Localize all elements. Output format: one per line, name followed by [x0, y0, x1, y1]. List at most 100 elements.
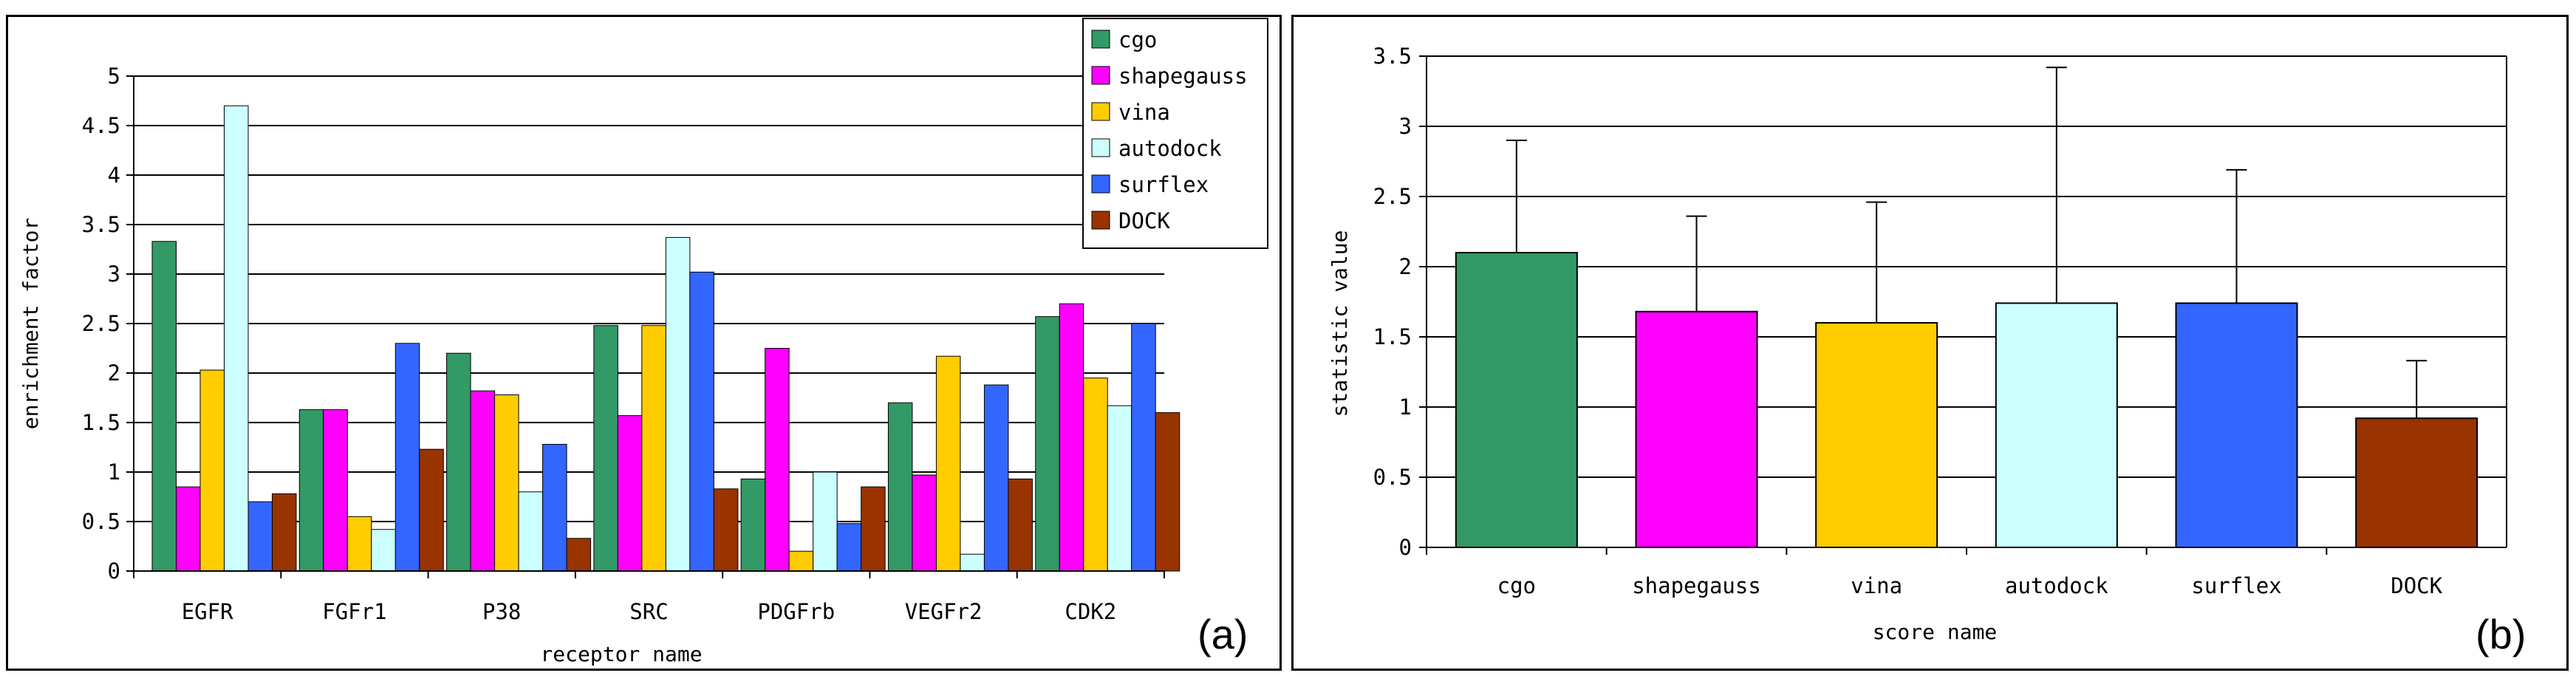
panel-label-a: (a) [1198, 611, 1248, 657]
bar-pdgfrb-vina [788, 550, 814, 572]
legend-box [1082, 18, 1268, 249]
y-tick-label: 3.5 [1373, 44, 1412, 69]
bar-vina [1815, 322, 1938, 548]
chart-panel-a: 0 0.5 1 1.5 2 2.5 3 3.5 4 4.5 5 EGFR FGFr1 P38 SRC PDG… [6, 15, 1282, 671]
y-tick-label: 0 [1399, 535, 1412, 560]
bar-p38-autodock [518, 491, 544, 572]
y-tick-label: 3 [108, 262, 120, 287]
category-label: shapegauss [1632, 573, 1761, 598]
y-axis-label: statistic value [1328, 230, 1352, 417]
panel-label-b: (b) [2476, 611, 2526, 657]
bar-fgfr1-vina [346, 516, 372, 572]
bar-cdk2-autodock [1107, 405, 1132, 572]
legend-swatch-vina [1091, 102, 1110, 121]
legend-label-autodock: autodock [1118, 136, 1222, 161]
bar-p38-surflex [542, 443, 567, 572]
legend-label-surflex: surflex [1118, 172, 1209, 197]
category-label: CDK2 [1065, 599, 1116, 624]
bar-egfr-shapegauss [176, 486, 201, 572]
legend-swatch-cgo [1091, 30, 1110, 49]
y-tick-label: 5 [108, 64, 120, 89]
category-label: surflex [2191, 573, 2281, 598]
bar-cgo [1455, 252, 1578, 548]
bar-egfr-vina [199, 369, 225, 572]
category-label: P38 [482, 599, 521, 624]
bar-vegfr2-autodock [960, 553, 985, 572]
y-tick-label: 3.5 [82, 212, 120, 237]
bar-p38-vina [494, 394, 519, 572]
legend-label-cgo: cgo [1118, 27, 1157, 52]
bar-src-shapegauss [617, 415, 643, 572]
bar-p38-cgo [446, 352, 471, 572]
bar-pdgfrb-cgo [740, 478, 766, 572]
bar-vegfr2-cgo [887, 402, 913, 572]
category-label: vina [1851, 573, 1902, 598]
y-tick-label: 2.5 [82, 311, 120, 336]
category-label: EGFR [182, 599, 233, 624]
bar-egfr-dock [272, 493, 297, 572]
legend-swatch-autodock [1091, 138, 1110, 157]
bar-fgfr1-dock [419, 448, 444, 572]
bar-cdk2-vina [1083, 377, 1108, 572]
y-tick-label: 1.5 [82, 410, 120, 435]
bar-p38-shapegauss [470, 390, 496, 572]
y-tick-label: 4.5 [82, 113, 120, 138]
bar-surflex [2175, 302, 2298, 548]
y-tick-label: 3 [1399, 114, 1412, 139]
bar-pdgfrb-shapegauss [765, 348, 790, 572]
statistic-value-chart: 0 0.5 1 1.5 2 2.5 3 3.5 cgo shapegauss vina autodo… [1328, 44, 2526, 657]
x-axis-label: score name [1873, 620, 1998, 644]
bar-src-vina [641, 325, 666, 572]
y-tick-label: 2 [108, 360, 120, 386]
bar-src-autodock [665, 236, 691, 572]
bar-fgfr1-autodock [371, 529, 396, 572]
bar-dock [2355, 417, 2478, 549]
bar-vegfr2-dock [1008, 478, 1033, 572]
legend-label-shapegauss: shapegauss [1118, 64, 1248, 89]
legend-swatch-dock [1091, 211, 1110, 230]
bar-cdk2-cgo [1035, 316, 1060, 572]
y-tick-label: 2.5 [1373, 184, 1412, 209]
bar-vegfr2-surflex [983, 384, 1009, 572]
legend: cgo shapegauss vina autodock surflex DOCK [1082, 18, 1268, 249]
category-label: SRC [629, 599, 668, 624]
bar-src-cgo [593, 325, 618, 572]
category-label: PDGFrb [757, 599, 835, 624]
bar-autodock [1995, 302, 2118, 548]
bar-pdgfrb-surflex [836, 523, 862, 572]
category-label: cgo [1497, 573, 1536, 598]
y-tick-label: 0.5 [82, 509, 120, 534]
bar-egfr-cgo [151, 241, 177, 572]
bar-fgfr1-shapegauss [323, 409, 348, 572]
y-tick-label: 0 [108, 558, 120, 584]
bar-egfr-autodock [224, 105, 249, 572]
bar-pdgfrb-autodock [813, 471, 838, 572]
category-label: FGFr1 [322, 599, 386, 624]
category-label: VEGFr2 [905, 599, 983, 624]
bar-p38-dock [566, 538, 592, 572]
y-tick-label: 1 [108, 459, 120, 485]
bar-vegfr2-vina [935, 355, 961, 572]
bar-pdgfrb-dock [861, 486, 886, 572]
bar-cdk2-shapegauss [1059, 303, 1084, 572]
chart-panel-b: 0 0.5 1 1.5 2 2.5 3 3.5 cgo shapegauss vina autodo… [1291, 15, 2569, 671]
y-tick-label: 2 [1399, 254, 1412, 279]
enrichment-factor-chart: 0 0.5 1 1.5 2 2.5 3 3.5 4 4.5 5 EGFR FGFr1 P38 SRC PDG… [18, 18, 1268, 666]
bar-fgfr1-surflex [394, 343, 420, 572]
legend-label-vina: vina [1118, 100, 1170, 125]
legend-swatch-surflex [1091, 174, 1110, 194]
legend-label-dock: DOCK [1118, 208, 1170, 233]
y-tick-label: 0.5 [1373, 465, 1412, 490]
bar-src-surflex [689, 271, 714, 572]
y-tick-label: 1 [1399, 394, 1412, 420]
bar-egfr-surflex [247, 501, 273, 572]
y-tick-label: 1.5 [1373, 324, 1412, 349]
bar-fgfr1-cgo [298, 409, 324, 572]
category-label: DOCK [2391, 573, 2442, 598]
bar-src-dock [713, 488, 739, 572]
y-axis-label: enrichment factor [18, 218, 43, 430]
bar-cdk2-surflex [1131, 323, 1156, 572]
x-axis-label: receptor name [540, 642, 702, 666]
legend-swatch-shapegauss [1091, 66, 1110, 85]
category-label: autodock [2005, 573, 2108, 598]
